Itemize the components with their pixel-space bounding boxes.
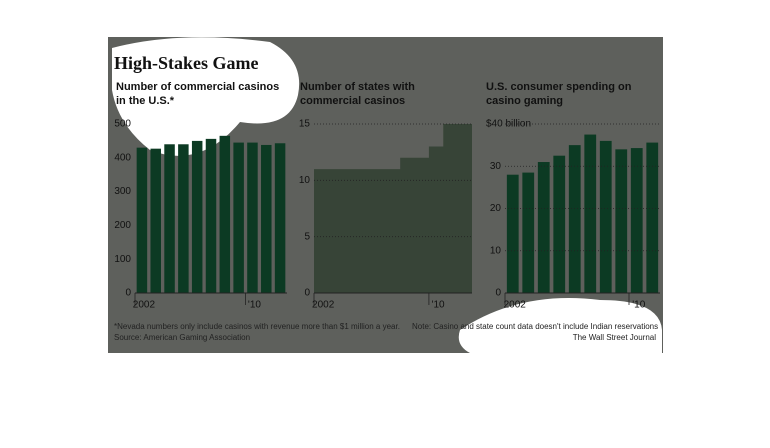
bar bbox=[646, 142, 659, 293]
bar bbox=[568, 145, 581, 293]
bar bbox=[247, 142, 258, 293]
y-tick-label: 20 bbox=[490, 203, 502, 214]
x-tick-label: 2002 bbox=[133, 300, 156, 311]
bar bbox=[630, 148, 643, 293]
bar bbox=[191, 140, 203, 293]
note: Note: Casino and state count data doesn'… bbox=[412, 322, 659, 331]
panel-title: Number of commercial casinos in the U.S.… bbox=[116, 81, 280, 107]
x-tick-label: '10 bbox=[632, 300, 645, 311]
bar bbox=[615, 149, 628, 293]
x-tick-label: 2002 bbox=[504, 300, 527, 311]
bar bbox=[522, 172, 535, 293]
y-tick-label: 30 bbox=[490, 161, 502, 172]
y-tick-label: 500 bbox=[114, 119, 131, 130]
x-tick-label: '10 bbox=[248, 300, 261, 311]
area bbox=[314, 124, 472, 293]
bar bbox=[553, 155, 566, 293]
footnote: *Nevada numbers only include casinos wit… bbox=[114, 322, 400, 331]
bar bbox=[506, 174, 519, 293]
bar bbox=[537, 162, 550, 293]
credit: The Wall Street Journal bbox=[572, 333, 656, 342]
y-tick-label: 300 bbox=[114, 186, 131, 197]
bar bbox=[205, 138, 217, 293]
y-tick-label: 15 bbox=[299, 119, 311, 130]
bar bbox=[599, 140, 612, 293]
panel-title: U.S. consumer spending on casino gaming bbox=[486, 81, 632, 107]
x-tick-label: '10 bbox=[432, 300, 445, 311]
y-tick-label: 0 bbox=[304, 288, 310, 299]
y-tick-label: 5 bbox=[304, 231, 310, 242]
y-tick-label: 0 bbox=[125, 288, 131, 299]
bar bbox=[233, 142, 244, 293]
x-tick-label: 2002 bbox=[312, 300, 335, 311]
highlight-blob bbox=[112, 37, 300, 156]
bar bbox=[150, 148, 161, 293]
y-tick-label: 0 bbox=[495, 288, 501, 299]
y-tick-label: 400 bbox=[114, 152, 131, 163]
source: Source: American Gaming Association bbox=[114, 333, 251, 342]
page-title: High-Stakes Game bbox=[114, 53, 259, 73]
bar bbox=[261, 144, 272, 293]
y-tick-label: $40 billion bbox=[486, 119, 531, 130]
y-tick-label: 200 bbox=[114, 220, 131, 231]
y-tick-label: 100 bbox=[114, 254, 131, 265]
highlight-blob bbox=[458, 298, 662, 353]
panel-title: Number of states with commercial casinos bbox=[300, 81, 415, 107]
bar bbox=[219, 135, 231, 293]
bar bbox=[164, 144, 175, 293]
bar bbox=[178, 144, 189, 293]
bar bbox=[584, 134, 597, 293]
y-tick-label: 10 bbox=[299, 175, 311, 186]
bar bbox=[274, 143, 286, 293]
bar bbox=[136, 147, 148, 293]
y-tick-label: 10 bbox=[490, 245, 502, 256]
